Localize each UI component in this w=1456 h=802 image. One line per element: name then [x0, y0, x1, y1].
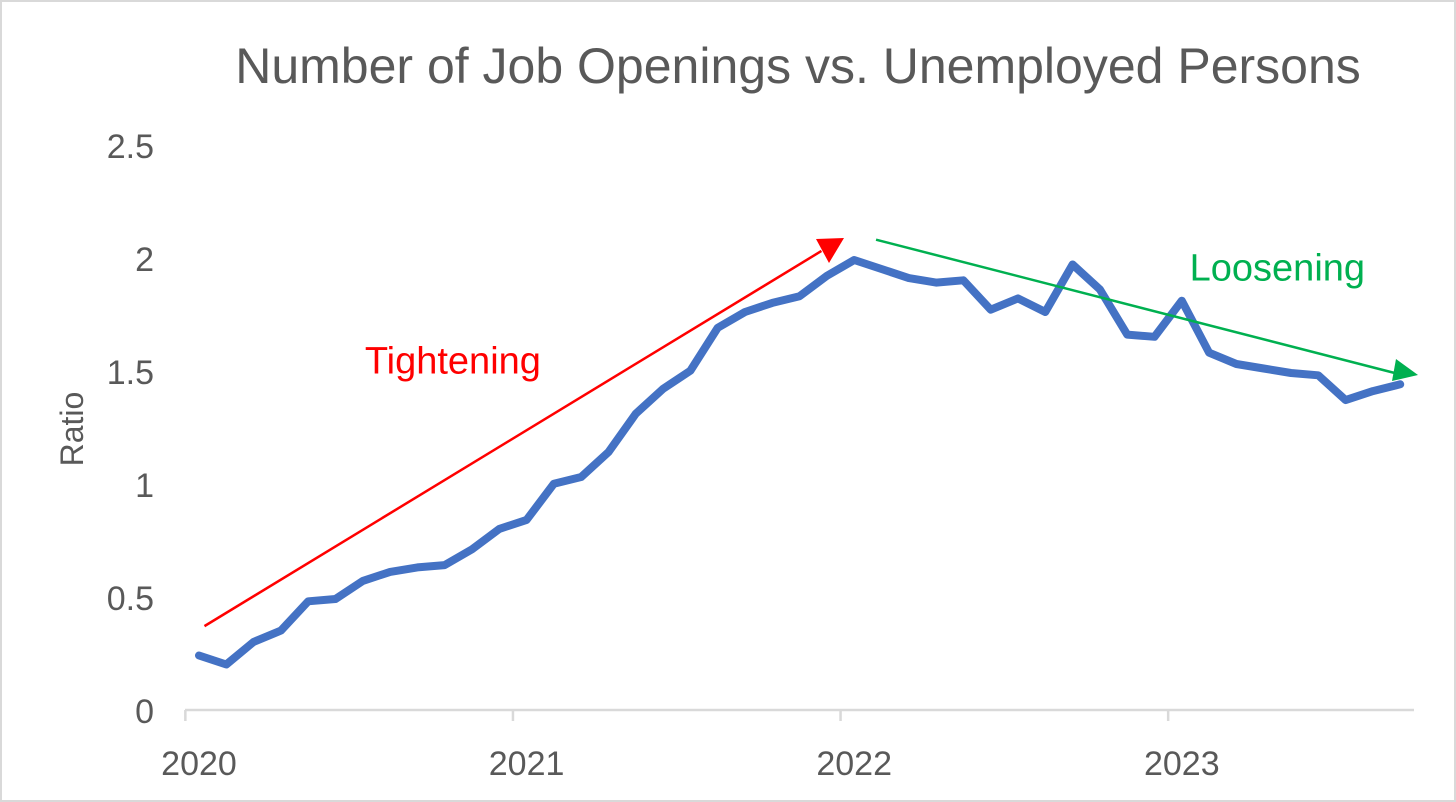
x-tick-label-2022: 2022 [816, 745, 892, 783]
x-tick-label-2020: 2020 [161, 745, 237, 783]
y-tick-label-1.5: 1.5 [106, 354, 154, 392]
x-tick-label-2021: 2021 [488, 745, 565, 783]
ratio-line-series [195, 256, 1405, 669]
annotation-tightening-label: Tightening [364, 340, 541, 383]
tightening-arrow-head [816, 238, 844, 263]
y-tick-label-0.5: 0.5 [106, 580, 154, 618]
loosening-arrow-head [1392, 359, 1418, 381]
loosening-arrow-line [875, 238, 1396, 375]
chart-title: Number of Job Openings vs. Unemployed Pe… [235, 38, 1361, 94]
x-tick-label-2023: 2023 [1143, 745, 1220, 783]
y-tick-label-2.5: 2.5 [106, 128, 154, 166]
y-tick-label-1: 1 [135, 467, 154, 505]
annotation-loosening-label: Loosening [1189, 247, 1366, 290]
y-tick-label-0: 0 [135, 693, 154, 731]
y-tick-label-2: 2 [135, 241, 154, 279]
tightening-arrow-line [203, 249, 823, 628]
